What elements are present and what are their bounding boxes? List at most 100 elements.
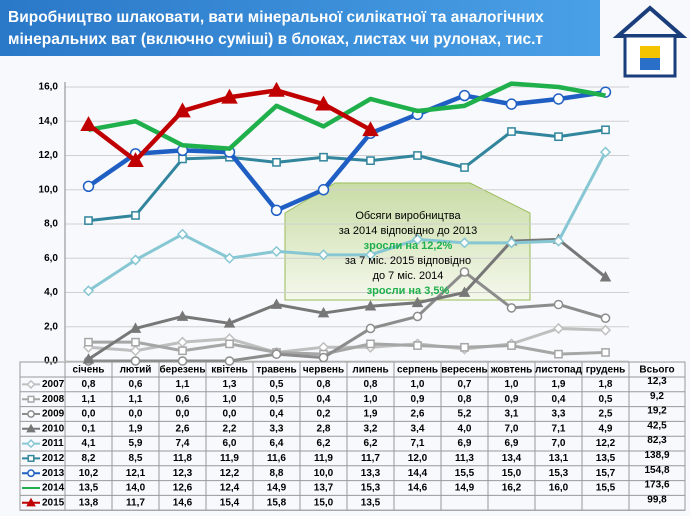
table-cell: 1,0 <box>223 394 237 405</box>
table-cell: 0,5 <box>270 394 284 405</box>
legend-entry: 2008 <box>22 394 65 405</box>
marker <box>317 184 330 196</box>
annotation: Обсяги виробництва <box>355 210 461 222</box>
marker <box>270 204 283 217</box>
table-cell: 3,1 <box>505 409 519 420</box>
table-cell: 13,5 <box>596 453 616 464</box>
marker <box>225 339 234 349</box>
table-total: 99,8 <box>647 494 667 505</box>
table-cell: 0,9 <box>411 394 425 405</box>
table-cell: 3,3 <box>552 409 566 420</box>
marker <box>224 356 235 366</box>
table-total: 82,3 <box>647 435 667 446</box>
series-line <box>87 89 606 213</box>
title-bar <box>0 0 600 56</box>
table-cell: 13,5 <box>361 497 381 508</box>
table-cell: 5,2 <box>458 409 472 420</box>
table-cell: 0,6 <box>129 379 143 390</box>
marker <box>26 497 36 507</box>
marker <box>26 439 36 449</box>
table-cell: 1,0 <box>364 394 378 405</box>
legend-label: 2011 <box>42 438 64 449</box>
table-cell: 7,1 <box>552 423 566 434</box>
marker <box>506 303 517 313</box>
series-line <box>88 270 606 363</box>
table-cell: 2,2 <box>223 423 237 434</box>
table-cell: 15,8 <box>267 497 287 508</box>
table-cell: 15,3 <box>361 483 381 494</box>
table-cell: 12,4 <box>220 483 240 494</box>
table-total: 154,8 <box>644 465 669 476</box>
table-cell: 11,7 <box>126 497 145 508</box>
table-cell: 14,4 <box>408 468 428 479</box>
marker <box>221 88 238 104</box>
marker <box>365 323 376 334</box>
table-cell: 13,4 <box>502 453 522 464</box>
table-cell: 2,5 <box>599 409 613 420</box>
table-cell: 1,0 <box>505 379 519 390</box>
table-cell: 6,2 <box>317 438 331 449</box>
table-cell: 14,9 <box>267 483 287 494</box>
legend-entry: 2009 <box>22 409 65 420</box>
table-cell: 15,7 <box>596 468 616 479</box>
marker <box>366 339 375 349</box>
legend-entry: 2015 <box>22 497 65 508</box>
marker <box>458 286 471 297</box>
table-cell: 11,3 <box>455 453 474 464</box>
x-tick-label: вересень <box>441 365 487 376</box>
x-tick-label: травень <box>256 365 296 376</box>
series-line <box>88 340 606 356</box>
table-cell: 0,0 <box>176 409 190 420</box>
legend-label: 2015 <box>42 497 65 508</box>
table-cell: 6,2 <box>364 438 378 449</box>
marker <box>26 423 36 433</box>
marker <box>130 356 141 366</box>
table-cell: 0,6 <box>176 394 190 405</box>
legend-entry: 2013 <box>22 468 65 479</box>
table-cell: 12,6 <box>173 483 193 494</box>
marker <box>268 81 285 97</box>
marker <box>178 346 187 356</box>
marker <box>411 296 424 308</box>
table-cell: 0,4 <box>270 409 284 420</box>
marker <box>505 237 518 249</box>
table-cell: 1,8 <box>599 379 613 390</box>
legend-entry: 2011 <box>22 438 64 449</box>
table-cell: 0,4 <box>552 394 566 405</box>
table-cell: 12,3 <box>173 468 193 479</box>
marker <box>84 337 93 347</box>
table-cell: 11,7 <box>361 453 380 464</box>
legend-label: 2008 <box>42 394 65 405</box>
table-cell: 13,7 <box>314 483 334 494</box>
table-cell: 11,6 <box>267 453 286 464</box>
table-cell: 2,6 <box>411 409 425 420</box>
table-cell: 0,0 <box>129 409 143 420</box>
x-tick-label: листопад <box>535 365 583 376</box>
marker <box>554 132 563 142</box>
annotation: за 2014 відповідно до 2013 <box>339 225 478 237</box>
x-tick-label: березень <box>160 364 206 376</box>
marker <box>458 237 471 249</box>
logo <box>612 5 688 78</box>
table-cell: 12,1 <box>126 468 146 479</box>
marker <box>507 341 516 350</box>
marker <box>176 228 189 240</box>
series-line <box>88 326 606 354</box>
legend-label: 2014 <box>42 483 65 494</box>
table-cell: 0,4 <box>317 394 331 405</box>
table-total: 173,6 <box>644 480 669 491</box>
table-cell: 14,0 <box>126 483 146 494</box>
marker <box>26 379 36 389</box>
table-cell: 13,5 <box>79 483 99 494</box>
marker <box>458 89 471 102</box>
table-cell: 1,1 <box>82 394 96 405</box>
table-cell: 3,3 <box>270 423 284 434</box>
table-cell: 11,9 <box>314 453 333 464</box>
marker <box>364 249 377 261</box>
marker <box>460 342 469 352</box>
table-cell: 0,1 <box>82 423 96 434</box>
table-cell: 0,0 <box>82 409 96 420</box>
marker <box>552 93 565 105</box>
legend-label: 2010 <box>42 423 65 434</box>
